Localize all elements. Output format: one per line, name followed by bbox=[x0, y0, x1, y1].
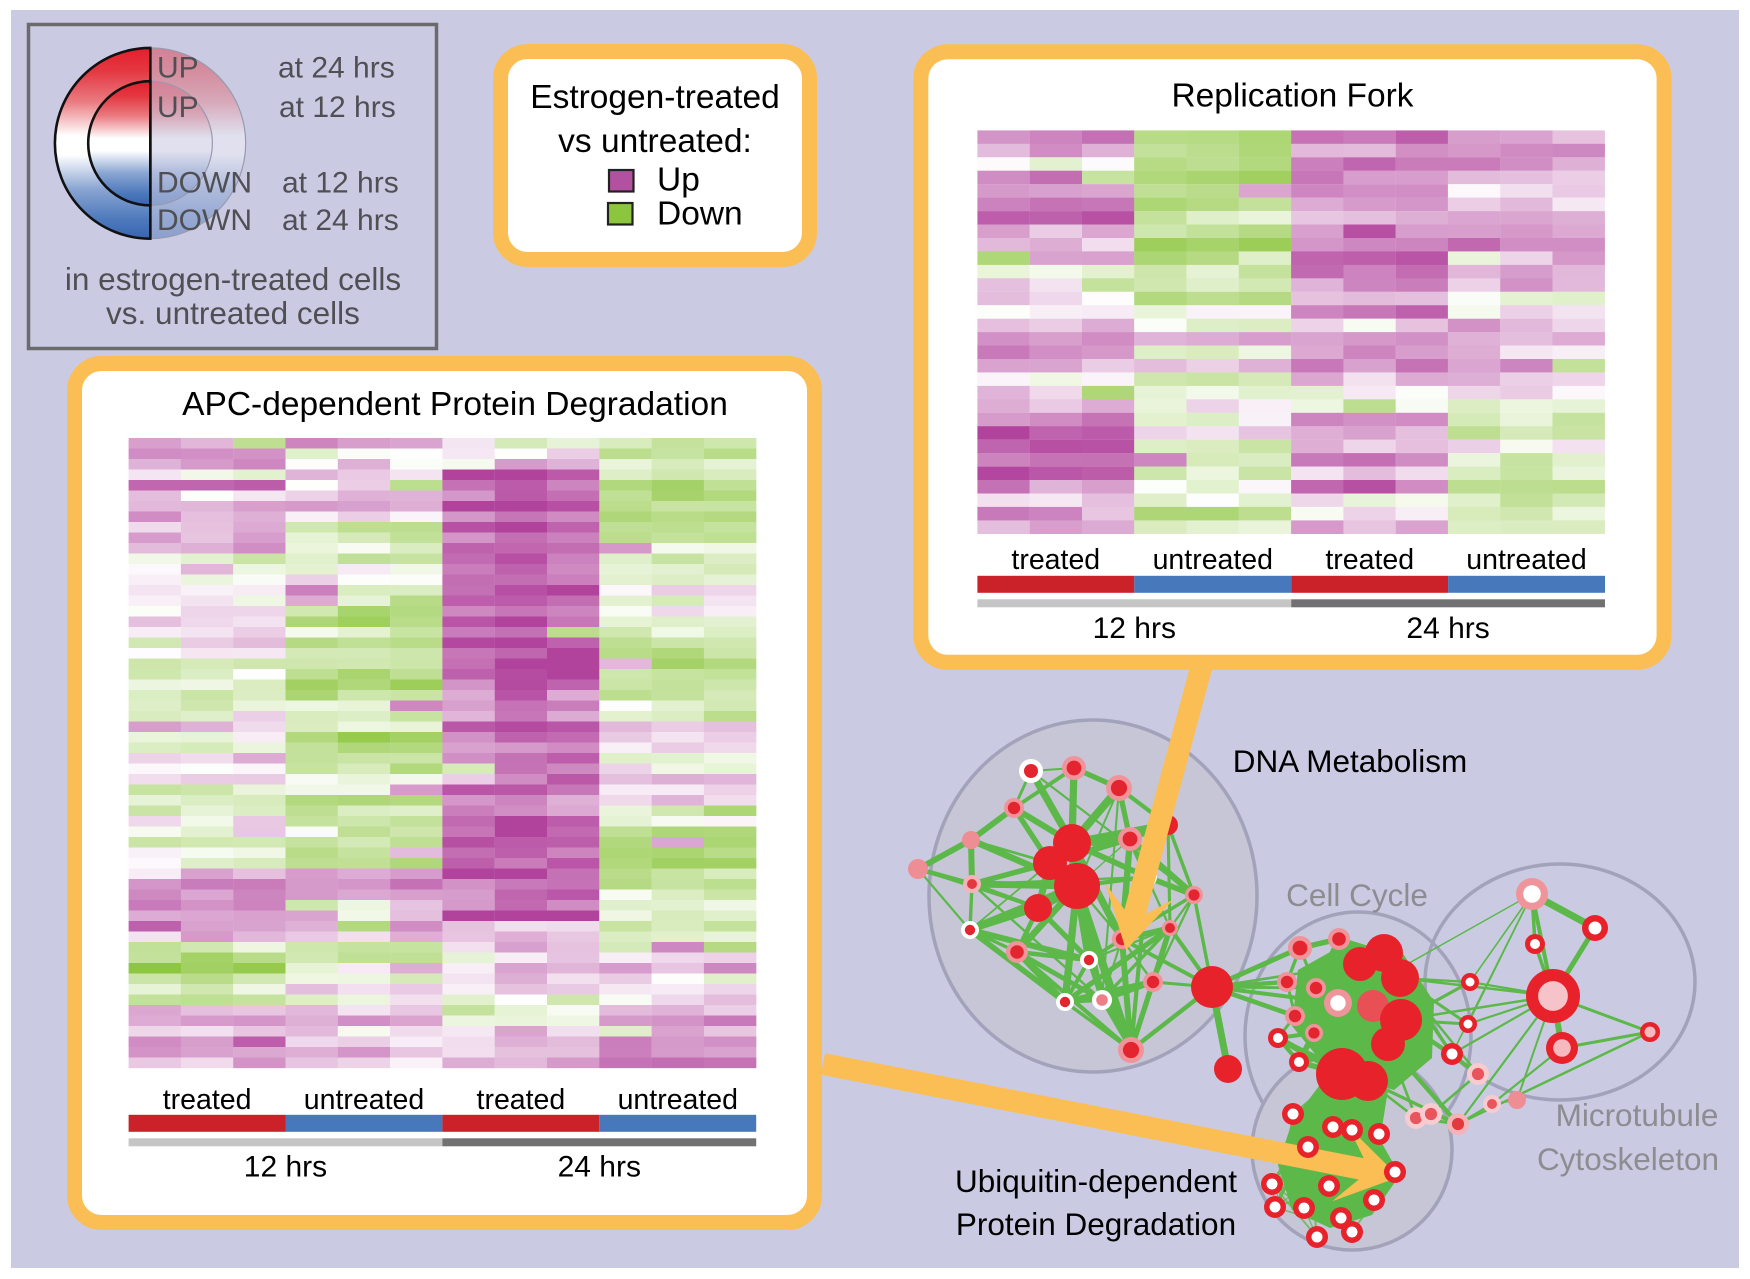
svg-text:treated: treated bbox=[1011, 544, 1100, 576]
svg-text:DNA Metabolism: DNA Metabolism bbox=[1233, 743, 1468, 779]
svg-text:Microtubule: Microtubule bbox=[1556, 1097, 1719, 1133]
svg-text:in estrogen-treated cells: in estrogen-treated cells bbox=[65, 261, 401, 297]
svg-text:UP: UP bbox=[157, 51, 199, 84]
svg-text:Cytoskeleton: Cytoskeleton bbox=[1537, 1141, 1719, 1177]
svg-text:12 hrs: 12 hrs bbox=[244, 1151, 327, 1184]
svg-text:Estrogen-treated: Estrogen-treated bbox=[530, 79, 780, 116]
svg-text:DOWN: DOWN bbox=[157, 204, 252, 237]
svg-text:Protein Degradation: Protein Degradation bbox=[956, 1206, 1236, 1242]
svg-text:12 hrs: 12 hrs bbox=[1093, 612, 1176, 645]
svg-text:vs untreated:: vs untreated: bbox=[558, 123, 752, 160]
svg-text:APC-dependent Protein Degradat: APC-dependent Protein Degradation bbox=[182, 386, 728, 423]
svg-text:untreated: untreated bbox=[304, 1084, 424, 1116]
svg-text:at 12 hrs: at 12 hrs bbox=[279, 91, 396, 124]
svg-text:treated: treated bbox=[163, 1084, 252, 1116]
svg-text:at 24 hrs: at 24 hrs bbox=[278, 51, 395, 84]
svg-text:untreated: untreated bbox=[1153, 544, 1273, 576]
svg-text:vs. untreated cells: vs. untreated cells bbox=[106, 295, 360, 331]
svg-text:Replication Fork: Replication Fork bbox=[1171, 78, 1413, 115]
svg-text:24 hrs: 24 hrs bbox=[558, 1151, 641, 1184]
svg-text:treated: treated bbox=[1325, 544, 1414, 576]
svg-text:Up: Up bbox=[657, 162, 700, 199]
svg-text:at 24 hrs: at 24 hrs bbox=[282, 204, 399, 237]
svg-text:at 12 hrs: at 12 hrs bbox=[282, 167, 399, 200]
svg-text:UP: UP bbox=[157, 91, 199, 124]
svg-text:DOWN: DOWN bbox=[157, 167, 252, 200]
svg-text:Cell Cycle: Cell Cycle bbox=[1286, 877, 1428, 913]
svg-text:Ubiquitin-dependent: Ubiquitin-dependent bbox=[955, 1163, 1237, 1199]
svg-text:untreated: untreated bbox=[618, 1084, 738, 1116]
svg-text:treated: treated bbox=[477, 1084, 566, 1116]
svg-text:Down: Down bbox=[657, 196, 743, 233]
svg-text:untreated: untreated bbox=[1466, 544, 1586, 576]
svg-text:24 hrs: 24 hrs bbox=[1406, 612, 1489, 645]
